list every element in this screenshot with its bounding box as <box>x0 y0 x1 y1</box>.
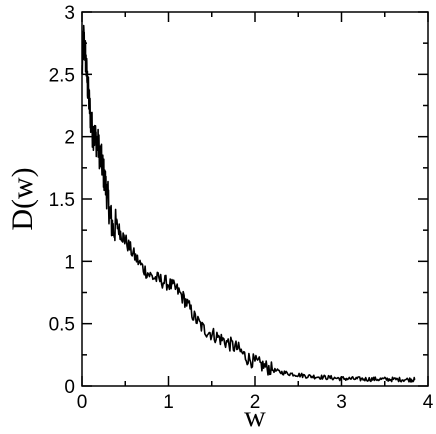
y-tick-label: 0 <box>64 377 75 398</box>
x-tick-label: 0 <box>77 392 88 413</box>
y-tick-label: 0.5 <box>49 315 75 336</box>
y-tick-label: 2.5 <box>49 65 75 86</box>
y-tick-label: 1.5 <box>49 190 75 211</box>
y-tick-label: 3 <box>64 3 75 24</box>
x-tick-label: 3 <box>336 392 347 413</box>
y-tick-label: 1 <box>64 252 75 273</box>
x-tick-label: 2 <box>250 392 261 413</box>
x-tick-label: 4 <box>423 392 434 413</box>
series-line <box>81 24 416 383</box>
x-tick-label: 1 <box>163 392 174 413</box>
tick-labels: 0 1 2 3 4 0 0.5 1 1.5 2 2.5 3 <box>49 3 434 413</box>
plot-frame <box>81 11 429 387</box>
y-tick-label: 2 <box>64 128 75 149</box>
y-axis-title: D(w) <box>6 167 39 230</box>
ticks <box>81 11 429 387</box>
x-axis-title: w <box>244 400 266 433</box>
